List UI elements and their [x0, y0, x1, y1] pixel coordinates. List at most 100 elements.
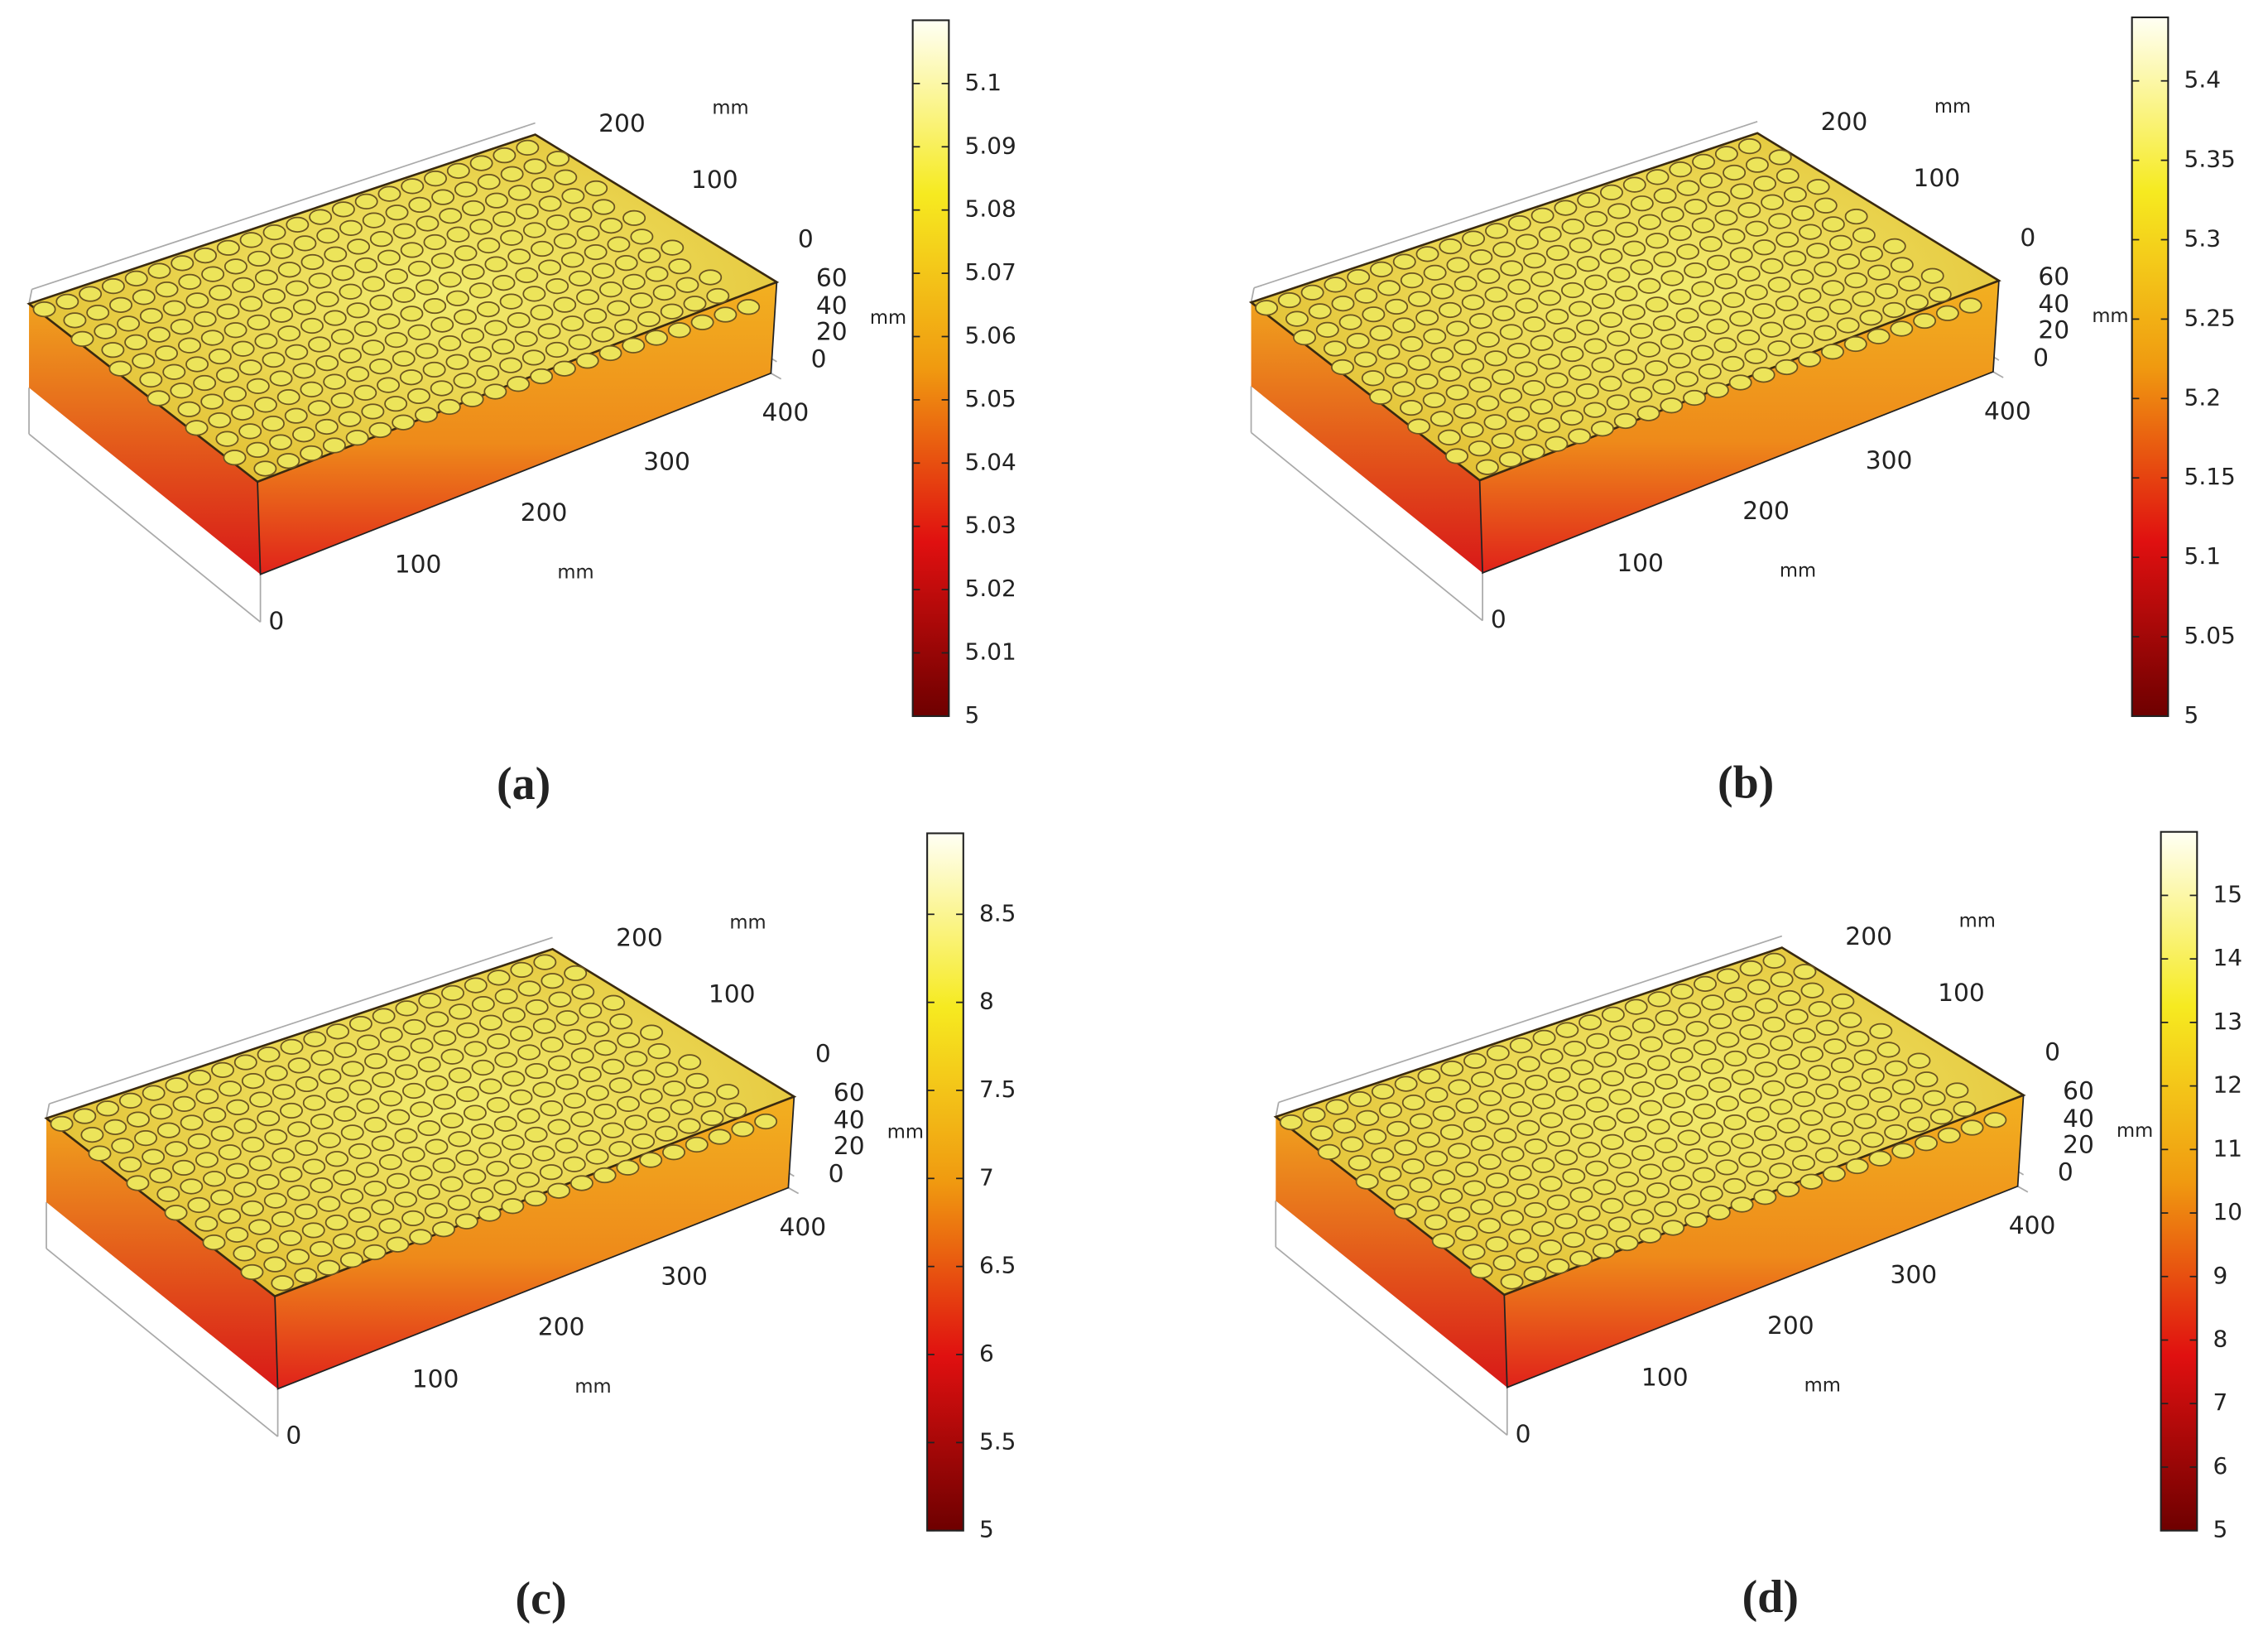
cell	[1545, 244, 1569, 262]
cell	[1655, 1009, 1679, 1027]
cell	[1279, 1114, 1303, 1131]
cell	[1407, 354, 1431, 371]
cell	[1739, 1024, 1763, 1041]
cell	[171, 255, 195, 272]
cell	[372, 1071, 396, 1088]
cell	[1475, 459, 1499, 475]
cell	[1737, 138, 1761, 155]
cell	[1500, 260, 1524, 277]
cell	[1502, 1082, 1526, 1099]
colorbar-tick-label: 5.03	[965, 512, 1016, 539]
cell	[1578, 1014, 1602, 1031]
cell	[240, 1263, 264, 1281]
cell	[1676, 1193, 1700, 1210]
cell	[1699, 300, 1723, 316]
cell	[1463, 1116, 1487, 1133]
axis-tick-label: 100	[395, 551, 442, 580]
cell	[1568, 428, 1592, 445]
cell	[302, 1095, 326, 1111]
colorbar-tick-label: 5.05	[965, 385, 1016, 412]
panel-label: (a)	[497, 758, 550, 810]
cell	[1569, 1250, 1593, 1267]
cell	[655, 1061, 679, 1078]
cell	[1652, 378, 1676, 395]
cell	[193, 310, 217, 328]
cell	[1585, 1096, 1609, 1113]
cell	[253, 397, 277, 413]
cell	[1637, 341, 1661, 358]
cell	[1507, 215, 1531, 232]
cell	[453, 373, 477, 389]
cell	[660, 303, 684, 320]
cell	[1524, 1075, 1548, 1091]
cell	[348, 1015, 372, 1032]
cell	[454, 1213, 478, 1230]
cell	[399, 369, 423, 386]
cell	[461, 263, 485, 280]
cell	[1553, 263, 1577, 280]
cell	[1676, 180, 1700, 196]
cell	[1723, 1050, 1747, 1067]
cell	[363, 1244, 387, 1261]
cell	[225, 1226, 249, 1243]
cell	[338, 347, 362, 363]
cell	[1492, 1254, 1516, 1272]
cell	[371, 1199, 395, 1215]
cell	[1770, 1035, 1794, 1051]
cell	[201, 266, 225, 282]
cell	[1439, 238, 1463, 255]
cell	[616, 1159, 640, 1176]
cell	[246, 378, 270, 394]
cell	[50, 1115, 74, 1132]
cell	[1852, 291, 1876, 307]
colorbar-tick-label: 13	[2213, 1008, 2243, 1035]
cell	[1639, 1036, 1663, 1052]
cell	[1830, 1120, 1854, 1138]
cell	[402, 1082, 425, 1100]
cell	[1484, 286, 1508, 303]
cell	[292, 299, 316, 315]
colorbar-tick-label: 5.5	[979, 1427, 1016, 1455]
cell	[1785, 1072, 1809, 1089]
cell	[424, 171, 448, 187]
cell	[1437, 429, 1461, 446]
frame-line	[1250, 431, 1483, 622]
cell	[165, 1077, 189, 1094]
axis-tick-label: 200	[616, 924, 663, 953]
axis-tick-label: 0	[2058, 1158, 2073, 1187]
cell	[1317, 1143, 1341, 1161]
cell	[1859, 246, 1883, 262]
cell	[241, 1136, 265, 1153]
cell	[622, 273, 646, 290]
cell	[1455, 1161, 1479, 1178]
cell	[1469, 249, 1493, 266]
cell	[348, 1079, 372, 1096]
cell	[147, 326, 171, 343]
colorbar	[2160, 830, 2198, 1532]
cell	[699, 269, 723, 286]
cell	[73, 1108, 97, 1124]
cell	[468, 346, 493, 363]
cell	[1776, 1117, 1800, 1134]
cell	[531, 176, 555, 194]
cell	[1800, 1046, 1824, 1062]
cell	[1591, 357, 1615, 373]
cell	[202, 1234, 226, 1251]
frame-line	[46, 1248, 279, 1437]
cell	[103, 1119, 127, 1135]
cell	[670, 1099, 694, 1115]
cell	[1667, 352, 1691, 369]
cell	[362, 212, 386, 229]
cell	[379, 1027, 403, 1043]
cell	[1683, 326, 1707, 343]
cell	[1530, 271, 1554, 287]
axis-tick-label: 300	[1866, 446, 1913, 475]
cell	[1806, 243, 1830, 259]
axis-tick-label: 100	[1913, 164, 1960, 193]
cell	[1677, 1066, 1701, 1082]
cell	[555, 1074, 579, 1090]
cell	[369, 231, 393, 248]
cell	[270, 243, 294, 259]
cell	[1622, 304, 1646, 320]
